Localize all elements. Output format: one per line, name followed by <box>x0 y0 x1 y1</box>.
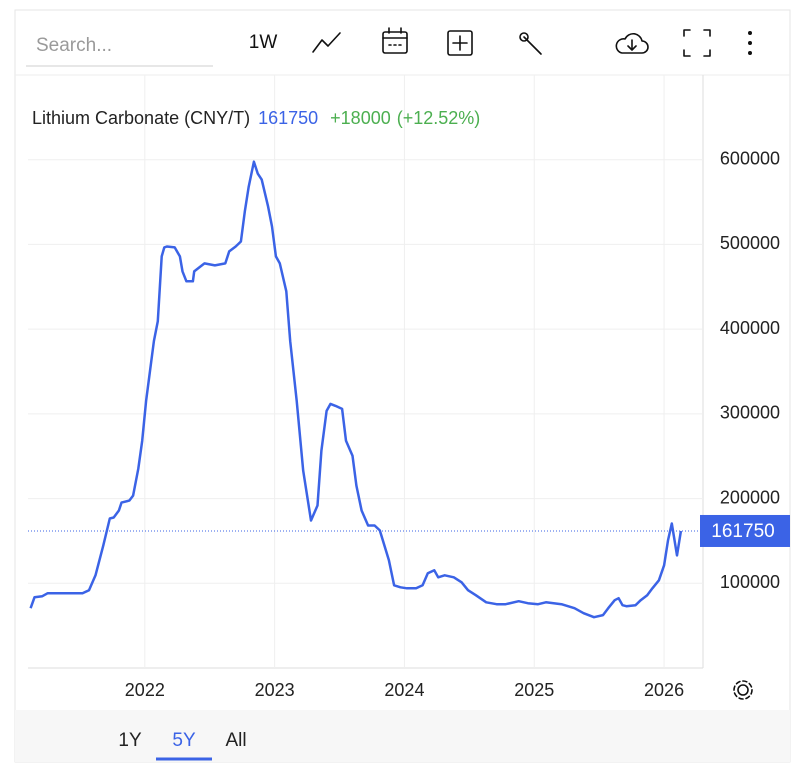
range-button[interactable]: All <box>225 730 246 751</box>
more-button[interactable] <box>748 31 752 55</box>
x-tick-label: 2025 <box>514 680 554 700</box>
last-value-label: 161750 <box>711 521 774 542</box>
y-tick-label: 600000 <box>720 148 780 168</box>
last-value: 161750 <box>258 108 318 128</box>
title: Lithium Carbonate (CNY/T) <box>32 108 250 128</box>
change-percent: (+12.52%) <box>397 108 481 128</box>
x-tick-label: 2024 <box>384 680 424 700</box>
interval-button[interactable]: 1W <box>249 32 278 53</box>
y-tick-label: 200000 <box>720 487 780 507</box>
y-tick-label: 500000 <box>720 233 780 253</box>
price-line <box>29 160 683 619</box>
frame <box>14 9 791 763</box>
change: +18000 <box>330 108 391 128</box>
line-style-button[interactable] <box>312 32 341 53</box>
settings-tool-button[interactable] <box>519 32 542 55</box>
calendar-button[interactable] <box>382 27 408 54</box>
chart-settings-button[interactable] <box>733 680 753 700</box>
y-tick-label: 100000 <box>720 572 780 592</box>
x-tick-label: 2022 <box>125 680 165 700</box>
chart-title: Lithium Carbonate (CNY/T) 161750 +18000 (+1… <box>32 108 480 128</box>
y-tick-label: 300000 <box>720 403 780 423</box>
search-input[interactable]: Search... <box>36 35 112 56</box>
range-button[interactable]: 1Y <box>118 730 142 751</box>
x-tick-label: 2023 <box>255 680 295 700</box>
range-bar <box>15 710 790 762</box>
fullscreen-button[interactable] <box>683 29 711 57</box>
y-tick-label: 400000 <box>720 318 780 338</box>
add-button[interactable] <box>447 30 473 56</box>
download-button[interactable] <box>615 33 649 54</box>
plot-area: 2022 2023 2024 2025 2026 100000 200000 300000 40… <box>28 75 790 700</box>
range-buttons: 1Y 5Y All <box>118 730 247 761</box>
range-button[interactable]: 5Y <box>172 730 196 751</box>
x-tick-label: 2026 <box>644 680 684 700</box>
last-value-tag <box>700 514 790 547</box>
